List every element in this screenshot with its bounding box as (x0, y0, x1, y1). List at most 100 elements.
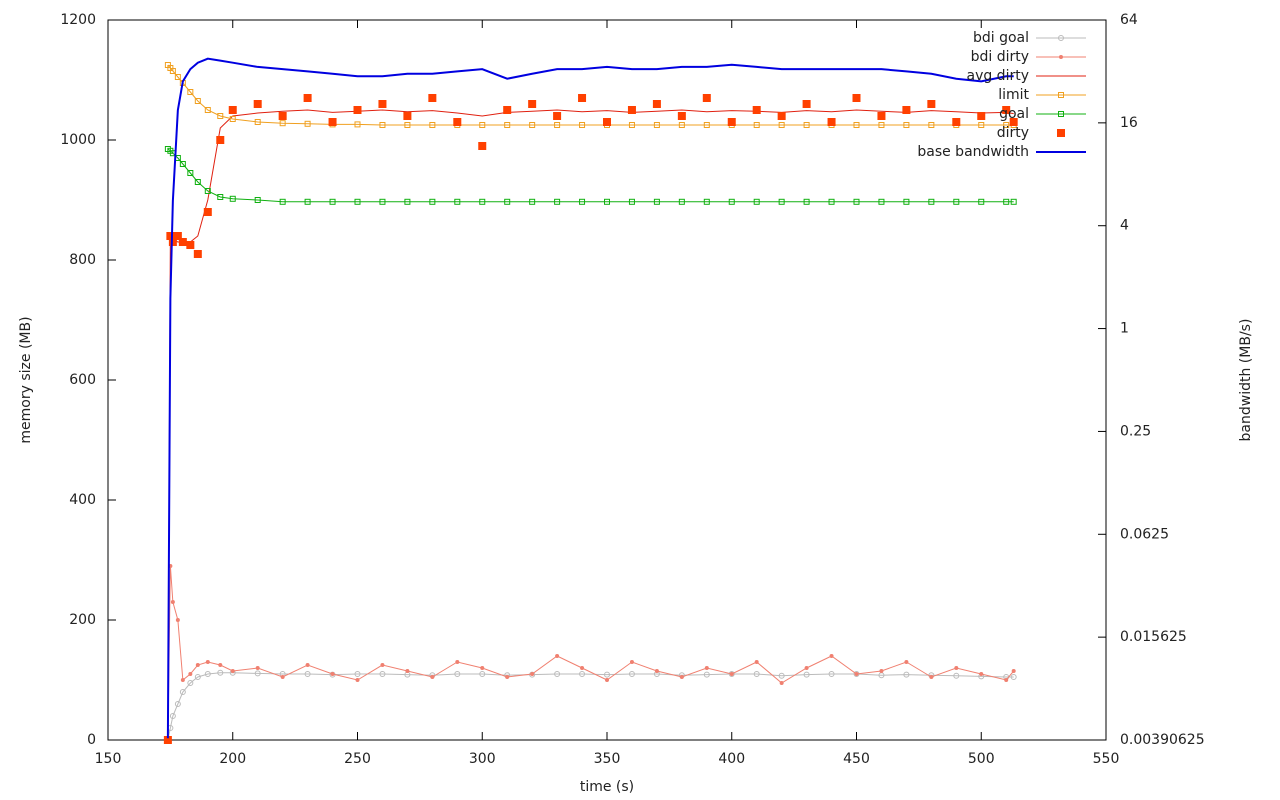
point (778, 672, 785, 679)
point (779, 681, 784, 685)
y-tick-label: 400 (69, 492, 96, 508)
point (228, 106, 237, 114)
point (952, 118, 961, 126)
point (928, 122, 935, 128)
point (403, 112, 412, 120)
point (853, 198, 860, 205)
point (479, 671, 486, 677)
point (174, 701, 181, 707)
point (829, 654, 834, 658)
point (329, 198, 336, 205)
point (304, 198, 311, 205)
point (604, 671, 610, 678)
point (727, 118, 736, 126)
point (479, 122, 486, 128)
point (529, 198, 536, 205)
point (753, 671, 760, 677)
point (903, 671, 910, 678)
point (953, 198, 960, 205)
point (353, 106, 362, 114)
y2-tick-label: 0.00390625 (1120, 732, 1205, 748)
x-tick-label: 200 (219, 751, 246, 767)
point (854, 672, 859, 676)
point (378, 100, 387, 108)
point (187, 170, 194, 176)
point (175, 618, 180, 622)
point (188, 672, 193, 676)
y2-tick-label: 16 (1120, 115, 1138, 131)
point (170, 600, 175, 604)
point (828, 671, 835, 677)
point (253, 100, 262, 108)
series-line (167, 64, 1014, 126)
point (555, 654, 560, 658)
point (978, 198, 985, 205)
legend-label: bdi goal (973, 30, 1029, 46)
point (1009, 118, 1018, 126)
point (1003, 198, 1010, 205)
point (604, 198, 610, 205)
point (652, 100, 661, 108)
point (703, 671, 710, 678)
y2-tick-label: 64 (1120, 12, 1138, 28)
point (379, 122, 386, 128)
series-line (167, 672, 1014, 741)
y-tick-label: 600 (69, 372, 96, 388)
point (703, 198, 710, 205)
point (504, 198, 511, 205)
point (354, 198, 361, 205)
point (703, 122, 710, 128)
x-tick-label: 300 (469, 751, 496, 767)
series-line (167, 565, 1015, 741)
legend-label: limit (998, 87, 1029, 103)
point (678, 122, 685, 128)
point (194, 98, 201, 104)
point (654, 669, 659, 673)
point (380, 663, 385, 667)
point (180, 678, 185, 682)
legend-marker (1057, 129, 1065, 137)
point (929, 675, 934, 679)
y2-tick-label: 0.015625 (1120, 629, 1187, 645)
point (379, 198, 386, 205)
point (554, 122, 561, 128)
point (579, 122, 586, 128)
y2-tick-label: 1 (1120, 321, 1129, 337)
point (169, 68, 176, 74)
point (678, 198, 685, 205)
legend-label: base bandwidth (917, 144, 1029, 160)
point (754, 660, 759, 664)
point (279, 198, 286, 205)
point (304, 671, 311, 677)
point (195, 663, 200, 667)
point (503, 106, 512, 114)
point (254, 197, 261, 203)
point (902, 106, 911, 114)
point (178, 238, 187, 246)
point (304, 120, 311, 127)
point (553, 112, 562, 120)
y-tick-label: 0 (87, 732, 96, 748)
point (603, 118, 611, 126)
point (429, 122, 436, 128)
point (878, 198, 885, 205)
point (254, 670, 261, 677)
point (728, 198, 735, 205)
point (778, 122, 785, 128)
y2-tick-label: 0.25 (1120, 423, 1151, 439)
point (677, 112, 686, 120)
point (204, 188, 211, 194)
point (803, 122, 810, 128)
point (728, 671, 735, 677)
legend-label: avg dirty (966, 68, 1029, 84)
x-tick-label: 450 (843, 751, 870, 767)
point (1003, 122, 1010, 128)
point (1011, 669, 1016, 673)
point (828, 198, 835, 205)
point (505, 675, 510, 679)
point (330, 672, 335, 676)
point (504, 122, 511, 128)
point (354, 121, 361, 128)
point (193, 250, 202, 258)
point (194, 179, 201, 185)
